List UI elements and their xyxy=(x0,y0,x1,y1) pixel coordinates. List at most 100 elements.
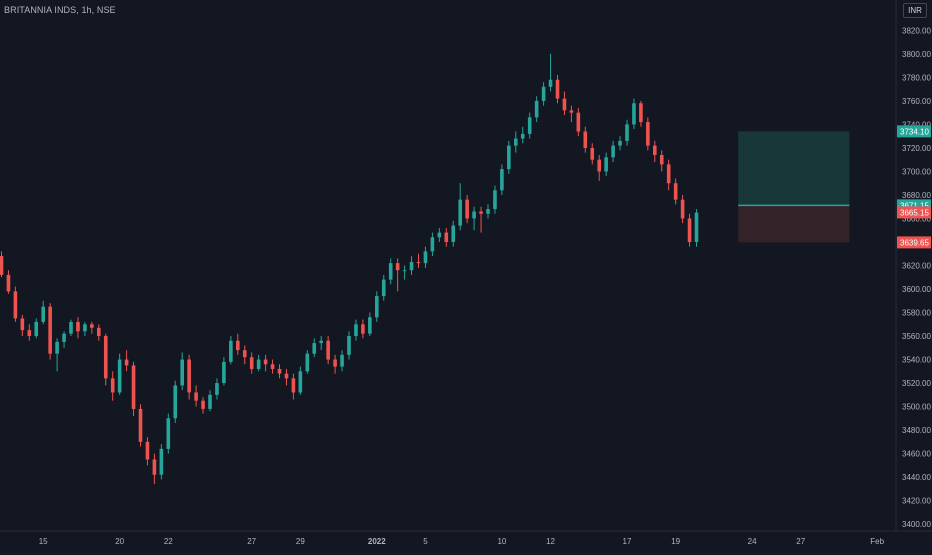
candle-body xyxy=(41,306,45,322)
candle-body xyxy=(646,122,650,146)
x-tick-label: 17 xyxy=(623,537,632,546)
x-tick-label: 15 xyxy=(39,537,48,546)
candle-body xyxy=(236,340,240,351)
candle-body xyxy=(618,140,622,146)
x-tick-label: 2022 xyxy=(368,537,386,546)
candle-body xyxy=(319,340,323,344)
candle-body xyxy=(263,359,268,365)
candle-body xyxy=(611,145,615,158)
candle-body xyxy=(13,291,18,319)
candle-body xyxy=(680,199,685,219)
price-label-bg xyxy=(897,206,931,219)
candle-body xyxy=(416,261,421,264)
candle-body xyxy=(666,164,671,184)
y-tick-label: 3700.00 xyxy=(902,167,931,176)
candle-body xyxy=(590,147,595,160)
candle-body xyxy=(166,418,171,449)
y-tick-label: 3740.00 xyxy=(902,120,931,129)
candle-body xyxy=(333,359,337,367)
candle-body xyxy=(534,100,539,118)
x-tick-label: 27 xyxy=(796,537,805,546)
candle-body xyxy=(694,212,699,242)
x-tick-label: Feb xyxy=(870,537,884,546)
y-tick-label: 3540.00 xyxy=(902,356,931,365)
x-tick-label: 20 xyxy=(115,537,124,546)
candle-body xyxy=(548,79,553,87)
candle-body xyxy=(653,145,657,155)
profit-zone xyxy=(738,131,850,206)
x-tick-label: 24 xyxy=(748,537,757,546)
candle-body xyxy=(215,383,219,395)
price-label-bg xyxy=(897,236,931,249)
candle-body xyxy=(520,133,525,139)
candle-body xyxy=(229,340,233,362)
x-tick-label: 22 xyxy=(164,537,173,546)
candle-body xyxy=(437,232,442,238)
candle-body xyxy=(423,251,428,264)
y-tick-label: 3720.00 xyxy=(902,144,931,153)
price-label: 3639.65 xyxy=(900,238,929,247)
candle-body xyxy=(284,373,289,379)
candle-body xyxy=(69,321,73,334)
candle-body xyxy=(388,263,393,280)
loss-zone xyxy=(738,205,850,243)
candle-body xyxy=(507,145,511,170)
y-tick-label: 3580.00 xyxy=(902,309,931,318)
candle-body xyxy=(6,274,11,292)
y-tick-label: 3600.00 xyxy=(902,285,931,294)
candle-body xyxy=(409,261,414,271)
candle-body xyxy=(673,183,678,200)
candle-body xyxy=(152,459,157,475)
candle-body xyxy=(444,232,449,242)
candle-body xyxy=(632,103,636,125)
candle-body xyxy=(305,353,310,372)
candle-body xyxy=(0,256,4,275)
currency-badge[interactable]: INR xyxy=(903,3,927,18)
candle-body xyxy=(173,385,178,419)
candle-body xyxy=(201,400,205,409)
candle-body xyxy=(55,341,59,354)
chart-title: BRITANNIA INDS, 1h, NSE xyxy=(4,5,116,15)
candle-body xyxy=(583,131,588,148)
candle-body xyxy=(368,317,372,334)
candle-body xyxy=(34,321,39,337)
x-tick-label: 27 xyxy=(247,537,256,546)
candle-body xyxy=(625,124,629,141)
candle-body xyxy=(48,306,52,354)
candle-body xyxy=(687,218,692,242)
y-tick-label: 3780.00 xyxy=(902,73,931,82)
candle-body xyxy=(541,86,546,101)
candle-body xyxy=(395,263,400,271)
candle-body xyxy=(270,364,275,369)
candle-body xyxy=(472,211,476,219)
candle-body xyxy=(222,361,226,384)
candle-body xyxy=(569,110,574,113)
candle-body xyxy=(430,237,435,252)
y-tick-label: 3680.00 xyxy=(902,191,931,200)
candle-body xyxy=(145,441,150,460)
candle-body xyxy=(187,359,191,393)
candle-body xyxy=(361,324,365,334)
candle-body xyxy=(486,209,490,214)
y-tick-label: 3460.00 xyxy=(902,450,931,459)
candle-body xyxy=(465,199,469,219)
candle-body xyxy=(562,98,567,111)
candle-body xyxy=(402,270,407,272)
x-tick-label: 29 xyxy=(296,537,305,546)
y-tick-label: 3820.00 xyxy=(902,26,931,35)
x-tick-label: 5 xyxy=(423,537,428,546)
y-tick-label: 3800.00 xyxy=(902,50,931,59)
candle-body xyxy=(479,211,483,214)
candle-body xyxy=(97,327,101,337)
candle-body xyxy=(354,324,358,337)
candle-body xyxy=(451,225,456,242)
candle-body xyxy=(117,359,122,393)
candle-body xyxy=(514,138,518,146)
candle-body xyxy=(659,154,664,165)
candle-body xyxy=(527,117,532,134)
candle-body xyxy=(277,368,282,374)
candle-body xyxy=(604,157,608,172)
y-tick-label: 3420.00 xyxy=(902,497,931,506)
